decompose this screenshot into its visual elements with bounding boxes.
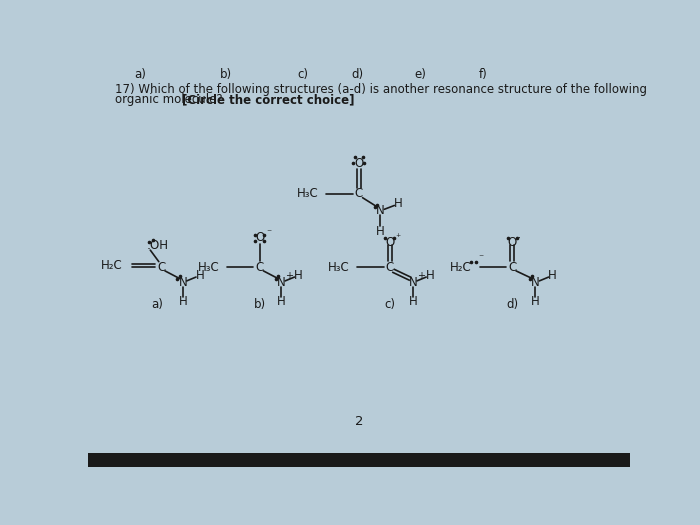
Text: a): a): [134, 68, 146, 81]
Text: 17) Which of the following structures (a-d) is another resonance structure of th: 17) Which of the following structures (a…: [115, 83, 647, 97]
Text: ⁺: ⁺: [395, 233, 400, 243]
Text: f): f): [478, 68, 487, 81]
Text: H₃C: H₃C: [197, 260, 219, 274]
Text: b): b): [253, 298, 265, 310]
Text: N: N: [277, 276, 286, 289]
Text: H: H: [548, 269, 557, 282]
Text: H: H: [277, 295, 286, 308]
Text: c): c): [298, 68, 309, 81]
Text: O: O: [255, 232, 264, 244]
Text: C: C: [508, 260, 517, 274]
Text: O: O: [385, 236, 394, 249]
FancyBboxPatch shape: [88, 454, 630, 467]
Text: d): d): [506, 298, 518, 310]
Text: a): a): [151, 298, 163, 310]
Text: C: C: [355, 187, 363, 201]
Text: H₃C: H₃C: [297, 187, 319, 201]
Text: C: C: [256, 260, 264, 274]
Text: C: C: [157, 260, 165, 274]
Text: N: N: [531, 276, 540, 289]
Text: organic molecule?: organic molecule?: [115, 93, 226, 107]
Text: :OH: :OH: [147, 239, 169, 252]
Text: H₂C: H₂C: [450, 260, 472, 274]
Text: H: H: [531, 295, 540, 308]
Text: H: H: [376, 225, 385, 238]
Text: O: O: [508, 236, 517, 249]
Text: 2: 2: [354, 415, 363, 427]
Text: ⁻: ⁻: [479, 253, 484, 263]
Text: H: H: [409, 295, 417, 308]
Text: N: N: [376, 204, 385, 217]
Text: H₃C: H₃C: [328, 260, 349, 274]
Text: ⁻: ⁻: [266, 228, 272, 238]
Text: e): e): [415, 68, 427, 81]
Text: +: +: [285, 271, 293, 281]
Text: H: H: [394, 197, 402, 211]
Text: H: H: [294, 269, 302, 282]
Text: O: O: [354, 156, 363, 170]
Text: d): d): [351, 68, 363, 81]
Text: H: H: [195, 269, 204, 282]
Text: H: H: [426, 269, 435, 282]
Text: +: +: [416, 271, 425, 281]
Text: C: C: [386, 260, 394, 274]
Text: N: N: [178, 276, 187, 289]
Text: N: N: [409, 276, 417, 289]
Text: ·: ·: [519, 233, 522, 243]
Text: [Circle the correct choice]: [Circle the correct choice]: [181, 93, 354, 107]
Text: c): c): [384, 298, 395, 310]
Text: H: H: [178, 295, 187, 308]
Text: H₂C: H₂C: [101, 259, 122, 272]
Text: b): b): [219, 68, 232, 81]
